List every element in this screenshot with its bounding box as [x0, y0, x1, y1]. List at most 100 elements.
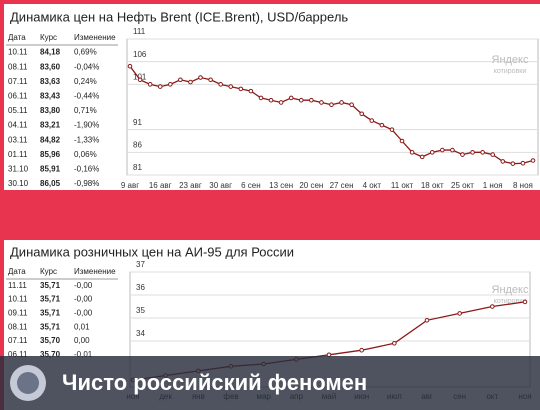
table-cell: 83,63 — [40, 77, 61, 86]
marker — [510, 161, 516, 166]
chart-title: Динамика цен на Нефть Brent (ICE.Brent),… — [10, 9, 348, 24]
marker — [268, 97, 274, 103]
y-tick-label: 37 — [136, 260, 145, 269]
y-tick-label: 34 — [136, 329, 145, 338]
marker — [389, 127, 395, 132]
y-tick-label: 106 — [133, 50, 147, 59]
marker — [298, 97, 304, 103]
marker — [399, 138, 405, 144]
banner-bg — [0, 356, 540, 410]
table-cell: -0,00 — [74, 281, 93, 290]
x-tick-label: 20 сен — [299, 181, 323, 190]
table-cell: 84,82 — [40, 135, 61, 144]
marker — [339, 100, 344, 105]
table-cell: 10.11 — [8, 48, 28, 57]
table-cell: -0,00 — [74, 309, 93, 318]
x-tick-label: 9 авг — [121, 181, 139, 190]
marker — [359, 347, 364, 353]
table-cell: 83,43 — [40, 92, 61, 101]
watermark: Яндекс — [492, 284, 529, 296]
marker — [288, 95, 294, 101]
marker — [530, 158, 536, 163]
table-cell: 06.11 — [8, 92, 28, 101]
x-tick-label: 4 окт — [363, 181, 382, 190]
table-cell: -1,33% — [74, 135, 99, 144]
x-tick-label: 11 окт — [391, 181, 414, 190]
table-cell: 85,96 — [40, 150, 61, 159]
table-cell: -0,00 — [74, 295, 93, 304]
y-tick-label: 81 — [133, 163, 142, 172]
marker — [359, 111, 365, 117]
y-tick-label: 35 — [136, 306, 145, 315]
marker — [157, 84, 163, 89]
x-tick-label: 6 сен — [241, 181, 261, 190]
table-cell: 30.10 — [8, 179, 29, 188]
marker — [500, 159, 506, 164]
marker — [258, 95, 264, 101]
table-cell: 06.11 — [8, 350, 28, 359]
table-cell: 0,24% — [74, 77, 97, 86]
marker — [178, 77, 183, 83]
marker — [457, 311, 462, 316]
table-cell: 05.11 — [8, 106, 28, 115]
marker — [319, 100, 324, 105]
marker — [198, 75, 203, 80]
table-header: Изменение — [74, 33, 116, 42]
table-cell: 35,71 — [40, 322, 61, 331]
table-cell: -0,44% — [74, 92, 99, 101]
table-cell: 35,70 — [40, 350, 61, 359]
table-cell: 04.11 — [8, 121, 28, 130]
x-tick-label: 30 авг — [209, 181, 232, 190]
marker — [238, 86, 244, 92]
table-cell: -0,16% — [74, 165, 99, 174]
table-cell: 09.11 — [8, 309, 28, 318]
watermark-sub: котировки — [494, 298, 527, 305]
marker — [520, 160, 526, 166]
table-cell: 08.11 — [8, 62, 28, 71]
marker — [208, 77, 213, 83]
table-cell: 03.11 — [8, 135, 28, 144]
table-cell: 08.11 — [8, 322, 28, 331]
x-tick-label: 18 окт — [421, 181, 444, 190]
marker — [127, 63, 133, 69]
marker — [419, 154, 425, 160]
table-header: Курс — [40, 267, 57, 276]
table-cell: -0,98% — [74, 179, 99, 188]
marker — [490, 304, 495, 309]
table-cell: 01.11 — [8, 150, 28, 159]
table-cell: 35,71 — [40, 281, 61, 290]
emblem — [17, 372, 39, 394]
table-cell: 83,80 — [40, 106, 61, 115]
table-cell: 83,60 — [40, 62, 61, 71]
plot-area — [126, 38, 539, 176]
table-cell: -0,01 — [74, 350, 93, 359]
table-cell: 0,71% — [74, 106, 97, 115]
x-tick-label: 27 сен — [330, 181, 354, 190]
x-tick-label: 25 окт — [451, 181, 474, 190]
table-cell: 35,71 — [40, 309, 61, 318]
x-tick-label: 1 ноя — [483, 181, 503, 190]
marker — [329, 102, 334, 108]
banner-text: Чисто российский феномен — [62, 370, 367, 395]
table-cell: 35,70 — [40, 336, 61, 345]
table-cell: 84,18 — [40, 48, 61, 57]
table-cell: 10.11 — [8, 295, 28, 304]
table-cell: -1,90% — [74, 121, 99, 130]
marker — [349, 102, 354, 108]
marker — [490, 152, 496, 157]
table-cell: 0,00 — [74, 336, 90, 345]
marker — [218, 82, 223, 87]
x-tick-label: 13 сен — [269, 181, 293, 190]
marker — [369, 118, 375, 123]
marker — [450, 147, 455, 153]
table-cell: 83,21 — [40, 121, 61, 130]
table-cell: 85,91 — [40, 165, 61, 174]
marker — [409, 150, 415, 155]
table-cell: 11.11 — [8, 281, 27, 290]
marker — [424, 318, 430, 323]
x-tick-label: 8 ноя — [513, 181, 533, 190]
watermark: Яндекс — [492, 54, 529, 66]
table-header: Дата — [8, 267, 26, 276]
